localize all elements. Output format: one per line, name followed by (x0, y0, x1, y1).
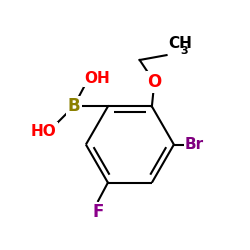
Text: Br: Br (185, 137, 204, 152)
Text: OH: OH (85, 71, 110, 86)
Text: HO: HO (31, 124, 56, 138)
Text: CH: CH (168, 36, 192, 52)
Text: F: F (92, 204, 104, 222)
Text: O: O (147, 73, 162, 91)
Text: B: B (67, 98, 80, 116)
Text: 3: 3 (180, 46, 188, 56)
